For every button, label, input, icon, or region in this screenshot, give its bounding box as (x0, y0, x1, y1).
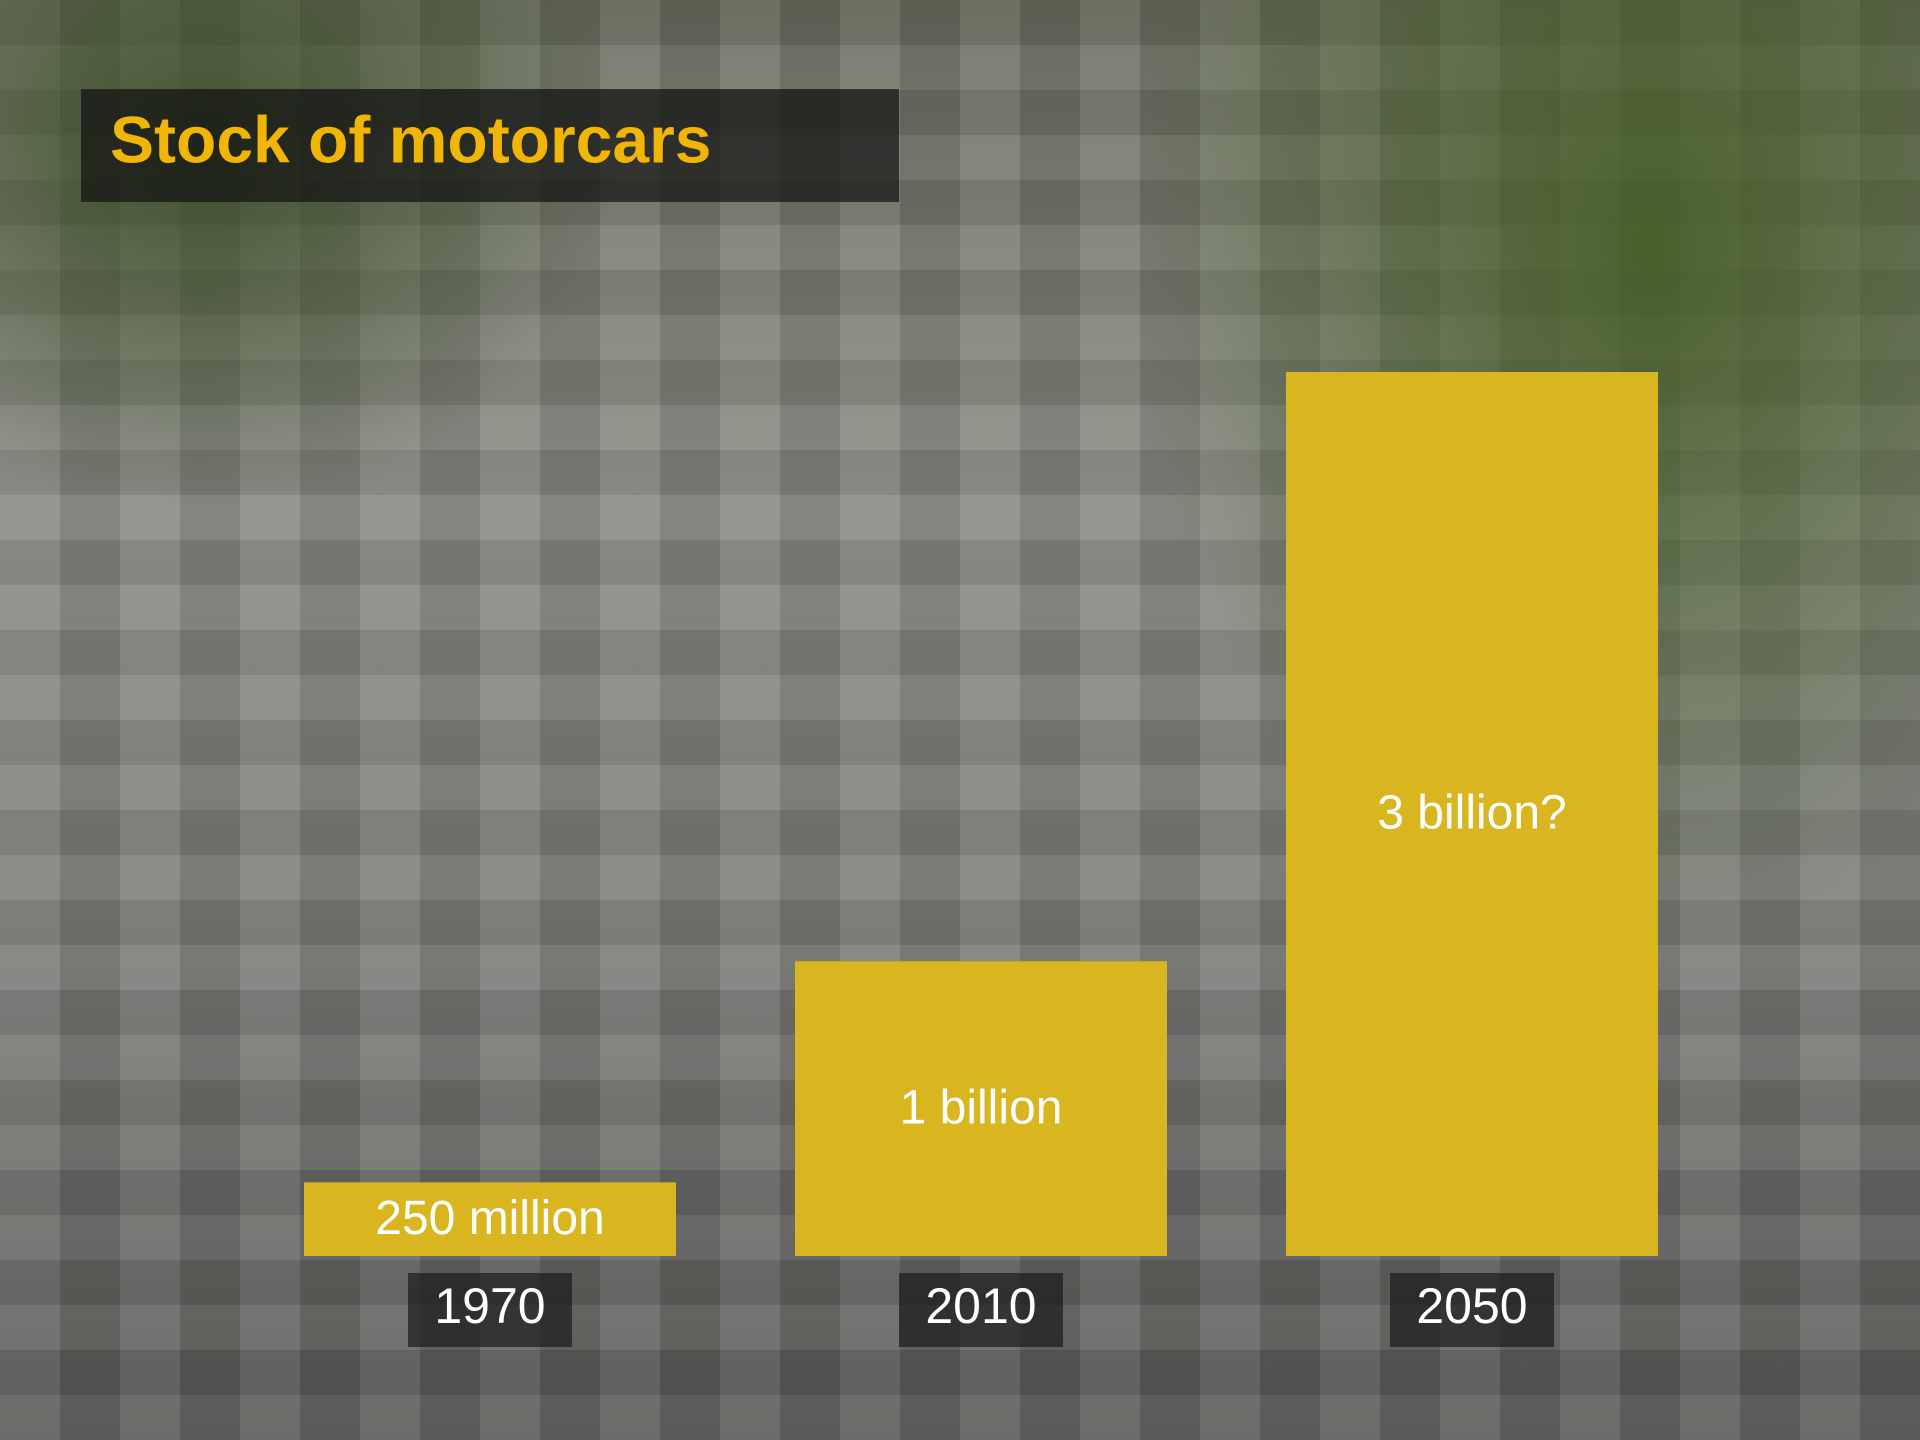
value-label: 1 billion (900, 1081, 1063, 1134)
x-label-box (1390, 1273, 1554, 1347)
title-box (81, 89, 899, 202)
bar (304, 1182, 676, 1256)
value-label: 250 million (375, 1192, 604, 1245)
bar (795, 961, 1167, 1256)
bar (1286, 372, 1658, 1256)
x-tick-label: 2050 (1416, 1278, 1527, 1334)
x-label-box (899, 1273, 1063, 1347)
chart-title: Stock of motorcars (110, 102, 711, 176)
x-tick-label: 2010 (925, 1278, 1036, 1334)
value-label: 3 billion? (1377, 787, 1566, 840)
x-tick-label: 1970 (434, 1278, 545, 1334)
x-label-box (408, 1273, 572, 1347)
